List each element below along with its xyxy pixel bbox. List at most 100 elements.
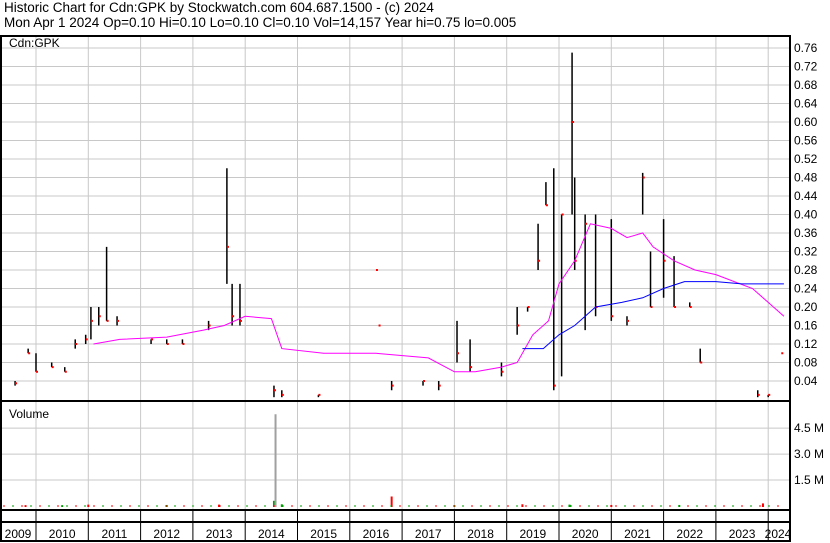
price-tick-label: 0.68 — [794, 78, 818, 92]
close-tick — [28, 352, 31, 355]
chart-border — [0, 35, 791, 542]
close-tick — [375, 269, 378, 271]
close-tick — [611, 315, 614, 318]
price-tick-label: 0.08 — [794, 356, 818, 370]
volume-tick-label: 4.5 M — [794, 421, 824, 435]
price-tick-label: 0.64 — [794, 97, 818, 111]
price-tick-label: 0.40 — [794, 208, 818, 222]
close-tick — [15, 382, 18, 385]
marks — [3, 52, 785, 507]
close-tick — [561, 213, 564, 216]
axis-labels: 0.04 0.08 0.12 0.16 0.20 0.24 0.28 0.32 0.36 0.40… — [5, 41, 824, 541]
close-tick — [650, 306, 653, 308]
close-tick — [438, 384, 441, 387]
year-tick-label: 2014 — [258, 527, 285, 541]
grid — [0, 36, 790, 541]
year-tick-label: 2009 — [5, 527, 32, 541]
close-tick — [642, 176, 645, 179]
close-tick — [182, 343, 185, 345]
price-tick-label: 0.04 — [794, 374, 818, 388]
close-tick — [700, 361, 703, 364]
header-quote: Mon Apr 1 2024 Op=0.10 Hi=0.10 Lo=0.10 C… — [4, 15, 517, 30]
year-tick-label: 2015 — [310, 527, 337, 541]
close-tick — [117, 319, 120, 322]
close-tick — [239, 319, 242, 322]
close-tick — [151, 338, 154, 341]
close-tick — [98, 315, 101, 318]
close-tick — [457, 352, 460, 355]
symbol-label: Cdn:GPK — [9, 36, 60, 50]
close-tick — [626, 319, 629, 322]
price-tick-label: 0.24 — [794, 282, 818, 296]
close-tick — [572, 121, 575, 123]
close-tick — [545, 204, 548, 207]
close-tick — [423, 380, 426, 382]
close-tick — [281, 393, 284, 396]
chart-header: Historic Chart for Cdn:GPK by Stockwatch… — [0, 0, 830, 34]
close-tick — [64, 370, 67, 373]
close-tick — [663, 259, 666, 262]
close-tick — [273, 389, 276, 392]
frames — [0, 35, 791, 542]
year-tick-label: 2017 — [415, 527, 442, 541]
price-tick-label: 0.16 — [794, 319, 818, 333]
price-tick-label: 0.56 — [794, 134, 818, 148]
close-tick — [391, 384, 394, 387]
close-tick — [470, 366, 473, 369]
year-tick-label: 2016 — [363, 527, 390, 541]
close-tick — [674, 306, 677, 308]
close-tick — [781, 352, 784, 355]
moving-average-long — [93, 223, 785, 373]
volume-tick-label: 3.0 M — [794, 447, 824, 461]
close-tick — [574, 259, 577, 262]
year-tick-label: 2021 — [624, 527, 651, 541]
year-tick-label: 2019 — [519, 527, 546, 541]
close-tick — [232, 315, 235, 318]
price-tick-label: 0.12 — [794, 337, 818, 351]
price-tick-label: 0.60 — [794, 115, 818, 129]
price-tick-label: 0.36 — [794, 226, 818, 240]
price-tick-label: 0.28 — [794, 263, 818, 277]
close-tick — [757, 393, 760, 396]
year-tick-label: 2011 — [102, 527, 128, 541]
close-tick — [538, 259, 541, 262]
year-tick-label: 2023 — [729, 527, 756, 541]
price-tick-label: 0.72 — [794, 60, 818, 74]
year-tick-label: 2022 — [676, 527, 703, 541]
close-tick — [208, 324, 211, 327]
price-tick-label: 0.48 — [794, 171, 818, 185]
year-tick-label: 2018 — [467, 527, 494, 541]
volume-tick-label: 1.5 M — [794, 473, 824, 487]
price-tick-label: 0.44 — [794, 189, 818, 203]
price-tick-label: 0.76 — [794, 41, 818, 55]
year-tick-label: 2020 — [572, 527, 599, 541]
close-tick — [226, 245, 229, 248]
price-tick-label: 0.20 — [794, 300, 818, 314]
close-tick — [501, 370, 504, 373]
volume-label: Volume — [9, 407, 49, 421]
close-tick — [166, 343, 169, 345]
price-tick-label: 0.52 — [794, 152, 818, 166]
close-tick — [85, 338, 88, 341]
close-tick — [36, 370, 38, 373]
close-tick — [106, 319, 109, 322]
moving-average-short — [522, 281, 784, 350]
header-title: Historic Chart for Cdn:GPK by Stockwatch… — [4, 0, 434, 15]
close-tick — [378, 324, 381, 327]
close-tick — [318, 393, 321, 396]
close-tick — [90, 319, 93, 322]
close-tick — [527, 306, 530, 308]
year-tick-label: 2024 — [765, 527, 792, 541]
close-tick — [553, 384, 556, 387]
close-tick — [51, 366, 54, 369]
close-tick — [689, 306, 692, 308]
price-tick-label: 0.32 — [794, 245, 818, 259]
year-tick-label: 2013 — [206, 527, 233, 541]
close-tick — [585, 222, 588, 225]
year-tick-label: 2010 — [49, 527, 76, 541]
close-tick — [768, 393, 771, 396]
close-tick — [75, 343, 78, 345]
close-tick — [517, 324, 520, 327]
year-tick-label: 2012 — [153, 527, 180, 541]
